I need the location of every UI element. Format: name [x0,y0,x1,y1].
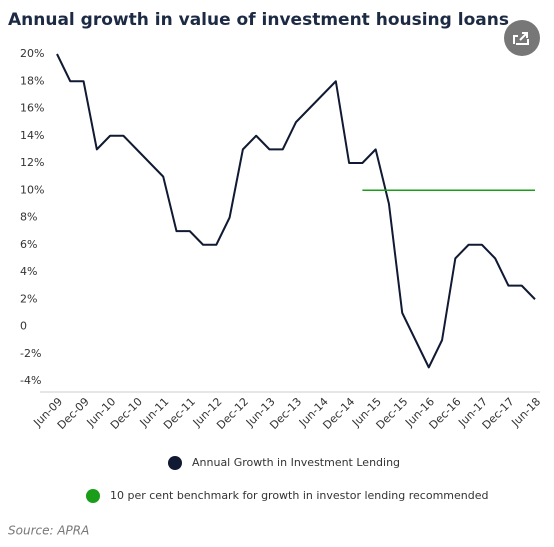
y-tick-label: 20% [20,47,44,60]
y-tick-label: 12% [20,156,44,169]
legend-marker [168,456,182,470]
y-tick-label: -2% [20,347,41,360]
y-tick-label: 8% [20,211,37,224]
y-tick-label: 0 [20,320,27,333]
legend-label: Annual Growth in Investment Lending [192,456,400,469]
legend-label: 10 per cent benchmark for growth in inve… [110,489,488,502]
series-line [56,53,536,369]
y-tick-label: 4% [20,265,37,278]
y-tick-label: -4% [20,374,41,387]
source: Source: APRA [8,524,89,538]
chart-title: Annual growth in value of investment hou… [8,10,509,30]
y-tick-label: 16% [20,102,44,115]
y-tick-label: 18% [20,74,44,87]
legend-marker [86,489,100,503]
y-tick-label: 14% [20,129,44,142]
share-icon [513,32,529,45]
y-tick-label: 6% [20,238,37,251]
x-tick-label: Jun-18 [508,395,543,430]
y-tick-label: 10% [20,183,44,196]
y-tick-label: 2% [20,292,37,305]
